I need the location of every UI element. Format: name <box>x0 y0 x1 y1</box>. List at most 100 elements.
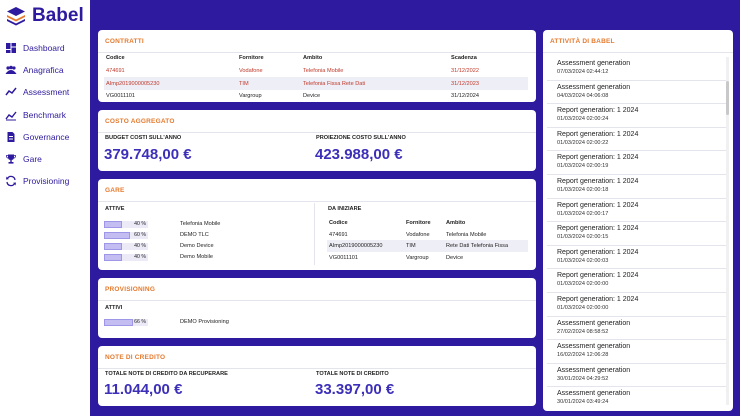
stack-logo-icon <box>7 7 25 26</box>
attivi-label: ATTIVI <box>105 305 123 311</box>
sidebar-item-label: Governance <box>23 131 70 142</box>
sidebar-item-anagrafica[interactable]: Anagrafica <box>0 59 90 81</box>
gara-name: Demo Device <box>180 243 214 249</box>
dashboard-icon <box>6 43 16 54</box>
table-row[interactable]: AImp2019000005230 TIM Telefonia Fissa Re… <box>104 77 528 91</box>
da-iniziare-label: DA INIZIARE <box>328 206 362 212</box>
column-header: Fornitore <box>239 55 264 62</box>
proiezione-label: PROIEZIONE COSTO SULL'ANNO <box>316 135 406 141</box>
card-title: PROVISIONING <box>105 286 156 293</box>
activity-title: Report generation: 1 2024 <box>557 107 639 115</box>
list-item[interactable]: Assessment generation 16/02/2024 12:06:28 <box>547 340 726 364</box>
list-item[interactable]: Report generation: 1 2024 01/03/2024 02:0… <box>547 246 726 270</box>
progress-label: 66 % <box>134 318 146 325</box>
activity-date: 01/03/2024 02:00:24 <box>557 116 609 123</box>
list-item[interactable]: Report generation: 1 2024 01/03/2024 02:0… <box>547 104 726 128</box>
table-row[interactable]: VG0011101 Vargroup Device <box>327 252 528 264</box>
activity-title: Assessment generation <box>557 319 631 327</box>
cell-codice: VG0011101 <box>329 254 359 261</box>
contratti-table: Codice Fornitore Ambito Scadenza 474691 … <box>104 52 528 103</box>
sidebar-item-dashboard[interactable]: Dashboard <box>0 37 90 59</box>
sidebar-nav: Dashboard Anagrafica Assessment Benchmar… <box>0 37 90 192</box>
progress-label: 40 % <box>134 253 146 260</box>
scroll-thumb[interactable] <box>726 81 729 115</box>
list-item[interactable]: Assessment generation 30/01/2024 03:49:24 <box>547 387 726 405</box>
card-title: GARE <box>105 187 125 194</box>
totale-label: TOTALE NOTE DI CREDITO <box>316 371 389 377</box>
list-item[interactable]: Assessment generation 30/01/2024 04:29:52 <box>547 364 726 388</box>
recuperare-value: 11.044,00 € <box>104 381 183 398</box>
totale-value: 33.397,00 € <box>315 381 395 398</box>
table-header: Codice Fornitore Ambito Scadenza <box>104 52 528 65</box>
chart-line-icon <box>5 111 17 121</box>
activity-list[interactable]: Assessment generation 07/03/2024 02:44:12… <box>547 57 726 405</box>
activity-title: Report generation: 1 2024 <box>557 154 639 162</box>
list-item[interactable]: Report generation: 1 2024 01/03/2024 02:0… <box>547 269 726 293</box>
activity-date: 16/02/2024 12:06:28 <box>557 352 609 359</box>
budget-value: 379.748,00 € <box>104 146 192 163</box>
cell-scadenza: 31/12/2022 <box>451 68 479 75</box>
divider <box>98 368 536 369</box>
activity-title: Report generation: 1 2024 <box>557 248 639 256</box>
gara-item[interactable]: 40 % Demo Mobile <box>104 252 213 262</box>
budget-label: BUDGET COSTI SULL'ANNO <box>105 135 182 141</box>
list-item[interactable]: Assessment generation 04/03/2024 04:06:08 <box>547 81 726 105</box>
proiezione-value: 423.988,00 € <box>315 146 403 163</box>
list-item[interactable]: Report generation: 1 2024 01/03/2024 02:0… <box>547 293 726 317</box>
divider <box>98 132 536 133</box>
table-row[interactable]: 474691 Vodafone Telefonia Mobile <box>327 229 528 241</box>
list-item[interactable]: Report generation: 1 2024 01/03/2024 02:0… <box>547 151 726 175</box>
gara-item[interactable]: 40 % Demo Device <box>104 241 214 251</box>
sidebar-item-label: Dashboard <box>23 43 65 54</box>
gara-item[interactable]: 60 % DEMO TLC <box>104 230 209 240</box>
cell-codice: AImp2019000005230 <box>106 80 160 87</box>
sidebar-item-provisioning[interactable]: Provisioning <box>0 170 90 192</box>
trend-icon <box>5 88 17 96</box>
cell-fornitore: Vargroup <box>239 93 262 100</box>
sidebar-item-label: Assessment <box>23 87 70 98</box>
provisioning-card: PROVISIONING ATTIVI <box>98 278 536 338</box>
list-item[interactable]: Report generation: 1 2024 01/03/2024 02:0… <box>547 222 726 246</box>
trophy-icon <box>6 154 16 164</box>
column-header: Codice <box>106 55 125 62</box>
progress-fill <box>104 231 131 239</box>
list-item[interactable]: Assessment generation 27/02/2024 08:58:52 <box>547 317 726 341</box>
table-row[interactable]: 474691 Vodafone Telefonia Mobile 31/12/2… <box>104 65 528 78</box>
cell-fornitore: Vodafone <box>406 231 430 238</box>
divider <box>98 300 536 301</box>
gara-name: Telefonia Mobile <box>180 221 221 227</box>
list-item[interactable]: Report generation: 1 2024 01/03/2024 02:0… <box>547 175 726 199</box>
activity-title: Report generation: 1 2024 <box>557 272 639 280</box>
sidebar-item-benchmark[interactable]: Benchmark <box>0 104 90 126</box>
cell-codice: AImp2019000005230 <box>329 243 383 250</box>
progress-label: 40 % <box>134 242 146 249</box>
sidebar-item-gare[interactable]: Gare <box>0 148 90 170</box>
card-title: COSTO AGGREGATO <box>105 118 175 125</box>
scrollbar[interactable] <box>726 57 729 405</box>
sidebar-item-assessment[interactable]: Assessment <box>0 81 90 103</box>
activity-date: 01/03/2024 02:00:18 <box>557 186 609 193</box>
app-title: Babel <box>32 5 84 26</box>
cell-fornitore: TIM <box>406 243 416 250</box>
table-row[interactable]: VG0011101 Vargroup Device 31/12/2024 <box>104 90 528 103</box>
provisioning-item[interactable]: 66 % DEMO Provisioning <box>104 317 229 327</box>
list-item[interactable]: Report generation: 1 2024 01/03/2024 02:0… <box>547 199 726 223</box>
progress-fill <box>104 253 122 261</box>
divider <box>543 52 733 53</box>
activity-title: Assessment generation <box>557 60 631 67</box>
cell-ambito: Telefonia Mobile <box>303 68 344 75</box>
progress-fill <box>104 318 134 326</box>
attivita-card: ATTIVITÀ DI BABEL Assessment generation 0… <box>543 30 733 411</box>
list-item[interactable]: Report generation: 1 2024 01/03/2024 02:0… <box>547 128 726 152</box>
cell-fornitore: Vodafone <box>239 68 263 75</box>
sidebar-item-governance[interactable]: Governance <box>0 126 90 148</box>
gare-da-iniziare-table: Codice Fornitore Ambito 474691 Vodafone … <box>327 217 528 264</box>
activity-date: 01/03/2024 02:00:17 <box>557 210 609 217</box>
gara-item[interactable]: 40 % Telefonia Mobile <box>104 219 220 229</box>
provisioning-name: DEMO Provisioning <box>180 319 229 325</box>
list-item[interactable]: Assessment generation 07/03/2024 02:44:12 <box>547 57 726 81</box>
cell-ambito: Device <box>303 93 321 100</box>
table-row[interactable]: AImp2019000005230 TIM Rete Dati Telefoni… <box>327 240 528 253</box>
column-header: Scadenza <box>451 55 477 62</box>
app-logo[interactable]: Babel <box>5 4 84 28</box>
